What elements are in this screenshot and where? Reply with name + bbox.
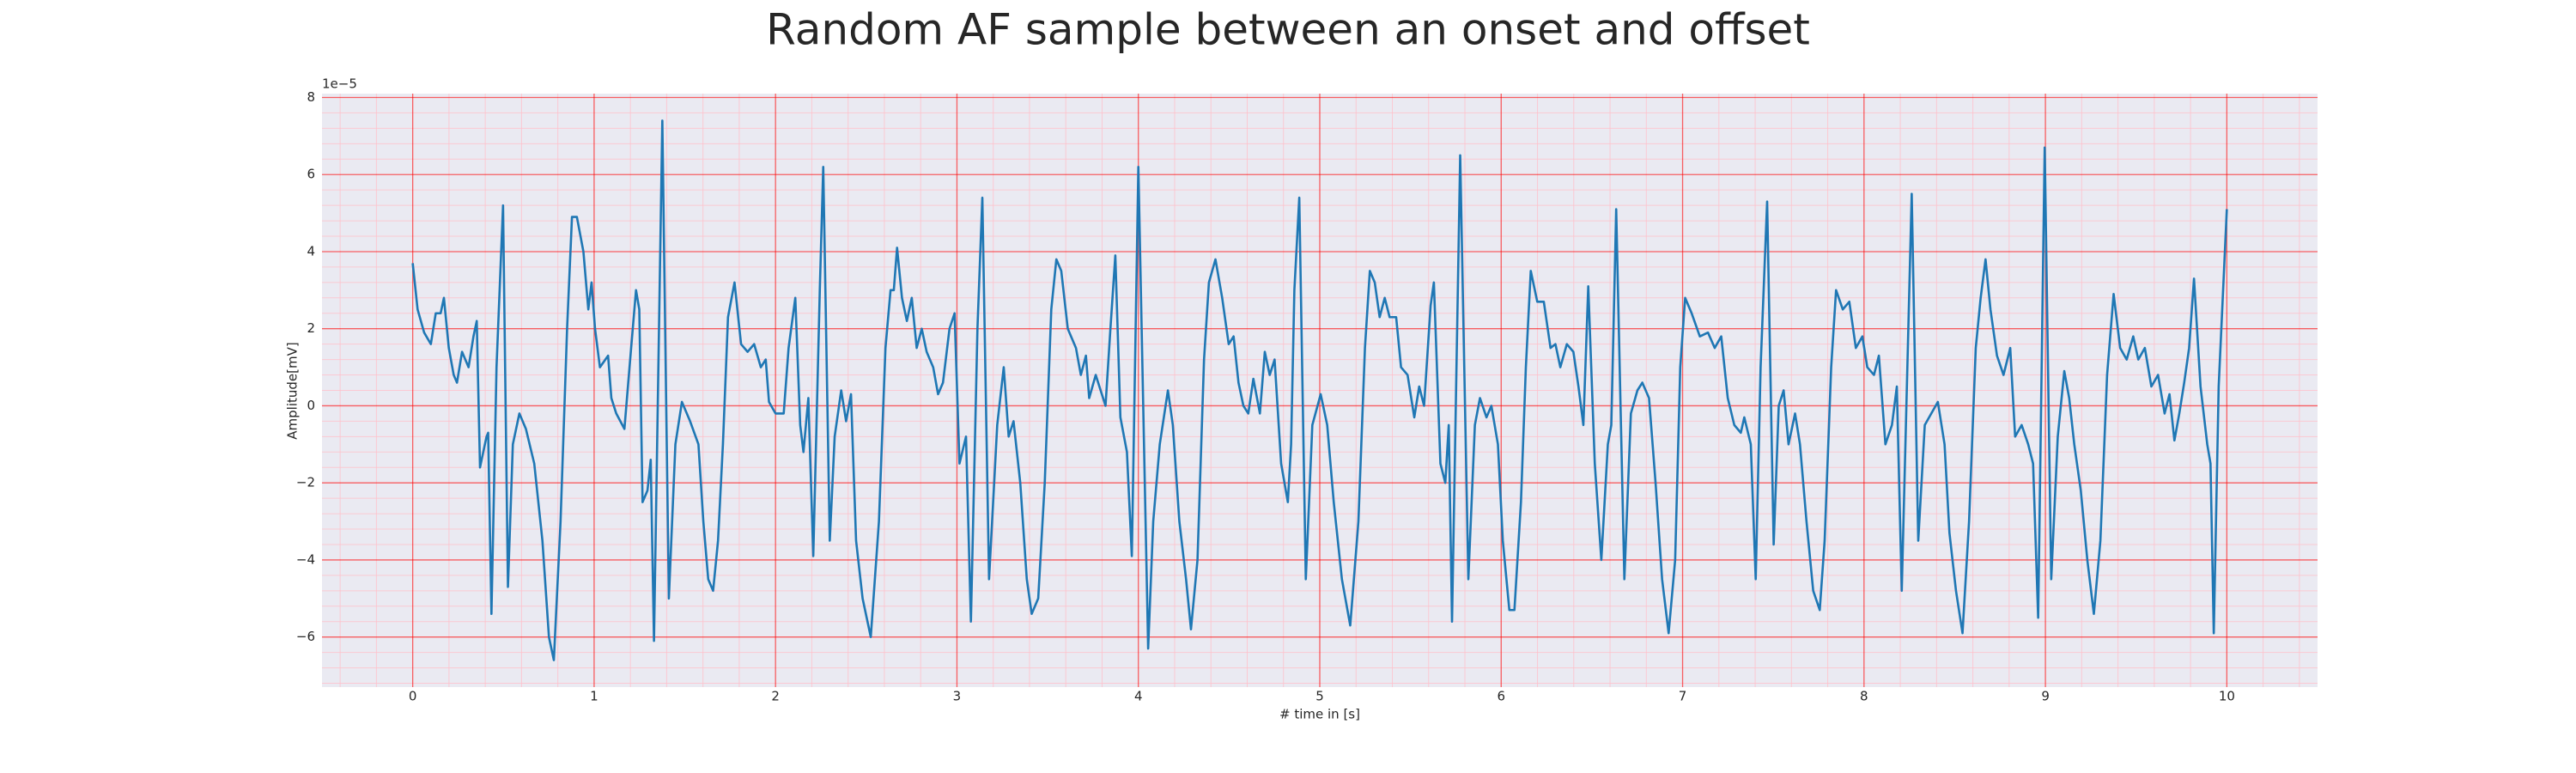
y-offset-label: 1e−5 <box>322 76 357 92</box>
y-tick-label: 4 <box>307 243 315 259</box>
y-tick-label: 8 <box>307 89 315 105</box>
y-tick-label: 6 <box>307 167 315 182</box>
y-tick-label: −4 <box>296 551 315 567</box>
y-tick-label: −2 <box>296 475 315 490</box>
y-tick-label: 2 <box>307 320 315 336</box>
x-tick-label: 10 <box>2219 689 2235 704</box>
signal-line <box>411 119 2228 661</box>
grid <box>322 94 2318 687</box>
x-tick-label: 3 <box>953 689 962 704</box>
chart-title: Random AF sample between an onset and of… <box>766 5 1810 55</box>
x-axis-label: # time in [s] <box>1279 707 1360 722</box>
y-tick-label: −6 <box>296 629 315 644</box>
x-tick-label: 2 <box>771 689 780 704</box>
x-tick-label: 6 <box>1497 689 1505 704</box>
x-tick-label: 5 <box>1315 689 1324 704</box>
marks <box>411 119 2228 661</box>
y-axis-label: Amplitude[mV] <box>285 342 301 439</box>
x-tick-label: 7 <box>1679 689 1687 704</box>
x-tick-label: 4 <box>1134 689 1143 704</box>
x-tick-label: 1 <box>590 689 598 704</box>
x-tick-label: 9 <box>2041 689 2050 704</box>
y-tick-label: 0 <box>307 398 315 413</box>
x-tick-label: 8 <box>1860 689 1868 704</box>
x-tick-label: 0 <box>409 689 417 704</box>
